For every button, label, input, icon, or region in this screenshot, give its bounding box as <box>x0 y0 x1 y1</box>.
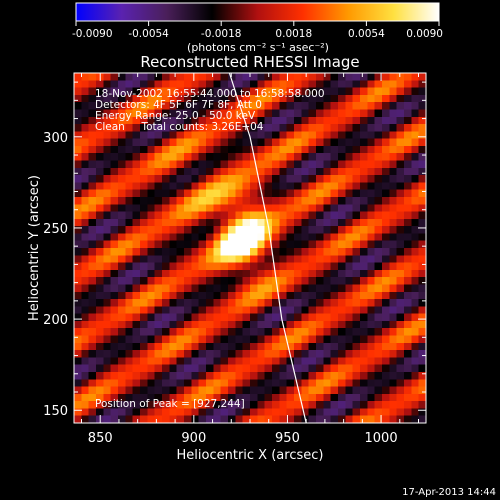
annotation-clean-counts: Clean Total counts: 3.26E+04 <box>95 121 264 133</box>
annotation-energy-range: Energy Range: 25.0 - 50.0 keV <box>95 110 256 122</box>
x-tick-label: 850 <box>88 431 113 446</box>
chart-title: Reconstructed RHESSI Image <box>140 53 359 71</box>
annotation-peak-position: Position of Peak = [927,244] <box>95 398 245 410</box>
y-axis-label: Heliocentric Y (arcsec) <box>27 175 42 321</box>
colorbar-tick-label: 0.0054 <box>348 28 385 40</box>
x-tick-label: 900 <box>181 431 206 446</box>
colorbar-tick-label: 0.0018 <box>275 28 312 40</box>
heatmap-image <box>74 73 426 423</box>
x-tick-label: 950 <box>275 431 300 446</box>
annotation-time-range: 18-Nov-2002 16:55:44.000 to 16:58:58.000 <box>95 88 325 100</box>
colorbar-tick-label: -0.0018 <box>201 28 242 40</box>
x-axis-ticks: 850 900 950 1000 <box>80 73 420 446</box>
annotation-detectors: Detectors: 4F 5F 6F 7F 8F, Att 0 <box>95 99 262 111</box>
solar-limb-line <box>228 73 307 423</box>
colorbar-tick-label: 0.0090 <box>406 28 443 40</box>
colorbar-unit-label: (photons cm⁻² s⁻¹ asec⁻²) <box>187 41 329 54</box>
colorbar <box>75 2 440 22</box>
colorbar-ticks: -0.0090 -0.0054 -0.0018 0.0018 0.0054 0.0090 <box>72 21 443 40</box>
colorbar-tick-label: -0.0054 <box>128 28 169 40</box>
x-tick-label: 1000 <box>365 431 398 446</box>
y-tick-label: 200 <box>43 313 68 328</box>
colorbar-tick-label: -0.0090 <box>72 28 113 40</box>
footer-date: 17-Apr-2013 14:44 <box>402 487 496 498</box>
y-tick-label: 250 <box>43 222 68 237</box>
y-axis-ticks: 150 200 250 300 <box>43 81 426 419</box>
y-tick-label: 300 <box>43 131 68 146</box>
y-tick-label: 150 <box>43 404 68 419</box>
x-axis-label: Heliocentric X (arcsec) <box>177 448 324 463</box>
